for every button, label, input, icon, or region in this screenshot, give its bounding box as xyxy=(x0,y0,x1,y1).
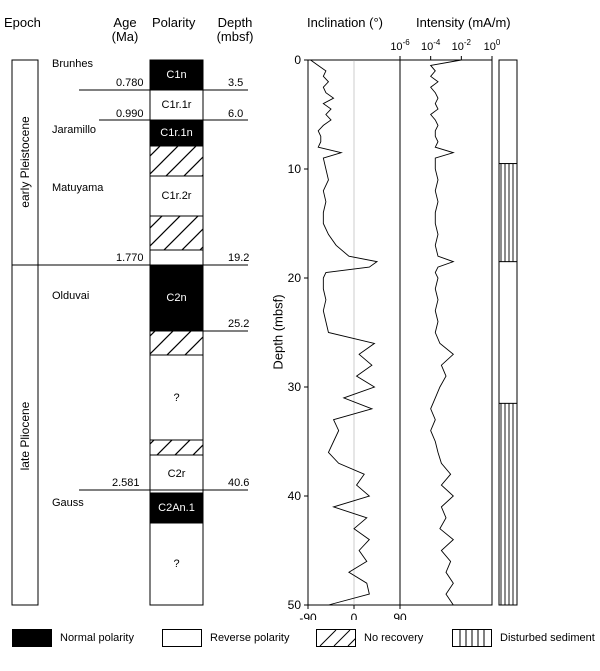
polarity-label: ? xyxy=(173,391,180,404)
y-tick-label: 20 xyxy=(288,271,302,285)
inclination-tick-label: 90 xyxy=(393,611,407,620)
polarity-block-norecovery xyxy=(149,330,204,356)
intensity-tick-label: 100 xyxy=(484,38,501,53)
legend-swatch-disturbed xyxy=(452,629,492,647)
inclination-header: Inclination (°) xyxy=(307,15,384,30)
legend: Normal polarity Reverse polarity No reco… xyxy=(0,628,600,650)
stratigraphy-figure xyxy=(11,59,248,606)
age-label-4: 2.581 xyxy=(112,477,140,489)
age-header: Age (Ma) xyxy=(102,16,148,44)
depth-axis: 0 10 20 30 40 50 xyxy=(288,53,308,612)
chron-label-jaramillo: Jaramillo xyxy=(52,124,97,136)
y-tick-label: 50 xyxy=(288,598,302,612)
depth-label-3: 19.2 xyxy=(228,252,250,264)
intensity-tick-label: 10-4 xyxy=(421,38,441,53)
intensity-tick-label: 10-2 xyxy=(452,38,472,53)
y-tick-label: 40 xyxy=(288,489,302,503)
depth-label-5: 40.6 xyxy=(228,477,250,489)
legend-label-normal: Normal polarity xyxy=(60,632,134,644)
polarity-block-norecovery xyxy=(149,439,204,456)
disturbed-interval xyxy=(498,402,518,606)
polarity-block-norecovery xyxy=(149,145,204,177)
inclination-line xyxy=(310,59,379,606)
polarity-label: C2r xyxy=(167,468,186,480)
depth-header-line2: (mbsf) xyxy=(216,29,254,44)
legend-label-norecovery: No recovery xyxy=(364,632,424,644)
disturbed-interval xyxy=(498,163,518,263)
polarity-label: C1r.2r xyxy=(161,190,192,202)
polarity-block-reverse xyxy=(149,522,204,606)
legend-label-reverse: Reverse polarity xyxy=(210,632,290,644)
intensity-line xyxy=(429,59,462,606)
polarity-block-reverse xyxy=(149,175,204,217)
depth-label-1: 3.5 xyxy=(228,77,244,89)
polarity-header: Polarity xyxy=(152,15,196,30)
intensity-series xyxy=(429,59,462,606)
depth-axis-label: Depth (mbsf) xyxy=(270,294,286,370)
depth-header-line1: Depth xyxy=(217,15,253,30)
depth-label-2: 6.0 xyxy=(228,108,244,120)
legend-label-disturbed: Disturbed sediment xyxy=(500,632,595,644)
age-label-1: 0.780 xyxy=(116,77,144,89)
polarity-block-reverse xyxy=(149,249,204,266)
paleomag-chart: 0 10 20 30 40 50 -90 0 90 10-6 10-4 10-2 100 xyxy=(288,38,518,620)
age-header-line1: Age xyxy=(113,15,137,30)
intensity-tick-label: 10-6 xyxy=(390,38,410,53)
polarity-block-norecovery xyxy=(149,215,204,251)
polarity-block-reverse xyxy=(149,354,204,441)
inclination-series xyxy=(310,59,379,606)
chron-label-gauss: Gauss xyxy=(52,497,84,509)
epoch-label-late-pliocene: late Pliocene xyxy=(18,401,32,471)
polarity-label: C2n xyxy=(166,292,187,304)
intensity-frame xyxy=(399,59,493,606)
polarity-block-normal xyxy=(149,264,204,332)
chron-label-olduvai: Olduvai xyxy=(52,290,90,302)
disturbed-frame xyxy=(498,59,518,606)
polarity-column xyxy=(149,59,204,606)
intensity-axis: 10-6 10-4 10-2 100 xyxy=(390,38,501,60)
legend-swatch-normal xyxy=(12,629,52,647)
legend-swatch-norecovery xyxy=(316,629,356,647)
depth-header: Depth (mbsf) xyxy=(210,16,260,44)
y-tick-label: 30 xyxy=(288,380,302,394)
chron-label-brunhes: Brunhes xyxy=(52,58,93,70)
polarity-label: C1n xyxy=(166,69,187,81)
y-tick-label: 0 xyxy=(294,53,301,67)
intensity-header: Intensity (mA/m) xyxy=(416,15,511,30)
age-label-3: 1.770 xyxy=(116,252,144,264)
polarity-label: C2An.1 xyxy=(158,502,195,514)
age-header-line2: (Ma) xyxy=(111,29,139,44)
y-tick-label: 10 xyxy=(288,162,302,176)
legend-swatch-reverse xyxy=(162,629,202,647)
depth-label-4: 25.2 xyxy=(228,318,250,330)
inclination-tick-label: 0 xyxy=(351,611,358,620)
polarity-label: C1r.1n xyxy=(160,127,193,139)
chron-label-matuyama: Matuyama xyxy=(52,182,104,194)
polarity-block-normal xyxy=(149,492,204,524)
disturbed-column xyxy=(498,163,518,606)
inclination-tick-label: -90 xyxy=(299,611,317,620)
epoch-label-early-pleistocene: early Pleistocene xyxy=(18,116,32,208)
polarity-label: C1r.1r xyxy=(161,99,192,111)
age-label-2: 0.990 xyxy=(116,108,144,120)
epoch-header: Epoch xyxy=(4,15,41,30)
polarity-label: ? xyxy=(173,558,180,570)
inclination-axis: -90 0 90 xyxy=(299,60,407,620)
